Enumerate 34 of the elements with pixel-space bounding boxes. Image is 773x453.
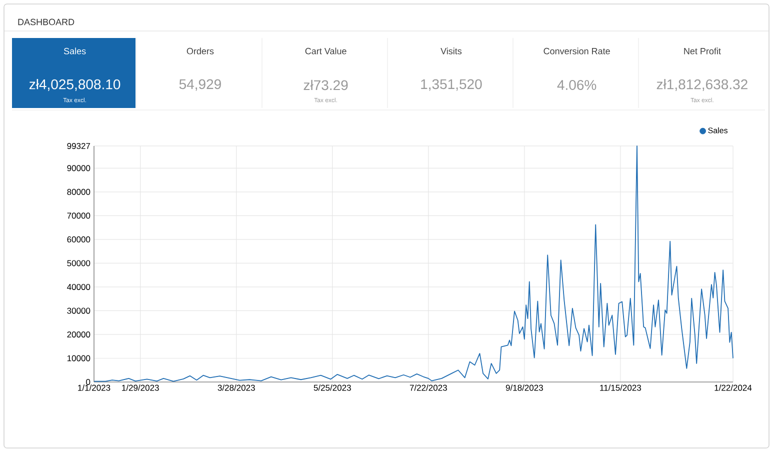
x-tick-label: 1/22/2024 (714, 384, 752, 391)
text: 4.06% (557, 80, 596, 90)
category-label: Visits (440, 48, 462, 54)
y-tick-label: 0 (86, 378, 90, 386)
y-tick-label: 30000 (67, 308, 90, 314)
x-tick-label: 5/25/2023 (314, 384, 351, 391)
text: 54,929 (179, 79, 221, 91)
text: zł4,025,808.10 (29, 79, 120, 91)
y-tick-label: 60000 (67, 236, 90, 242)
y-tick-label: 20000 (67, 331, 90, 338)
text: zł1,812,638.32 (656, 79, 748, 91)
text: zł73.29 (304, 80, 348, 90)
x-tick-label: 3/28/2023 (218, 384, 255, 391)
y-tick-label: 50000 (67, 260, 90, 266)
y-tick-label: 99327 (67, 142, 90, 149)
line-series (94, 146, 734, 382)
category-label: Net Profit (684, 48, 721, 54)
x-tick-label: 1/1/2023 (78, 384, 110, 391)
y-tick-label: 10000 (67, 355, 90, 362)
category-label: Conversion Rate (544, 48, 610, 54)
category-label: Cart Value (305, 48, 346, 54)
x-tick-label: 1/29/2023 (122, 384, 159, 391)
x-tick-label: 7/22/2023 (410, 384, 447, 391)
category-label: Orders (186, 48, 214, 54)
text: DASHBOARD (18, 18, 74, 26)
y-tick-label: 80000 (67, 188, 90, 195)
x-tick-label: 11/15/2023 (600, 384, 642, 391)
y-tick-label: 90000 (67, 165, 90, 172)
text: 1,351,520 (421, 79, 482, 91)
legend-label: Sales (708, 127, 728, 134)
y-tick-label: 40000 (67, 284, 90, 290)
y-tick-label: 70000 (67, 212, 90, 219)
category-label: Sales (64, 48, 86, 54)
x-tick-label: 9/18/2023 (506, 384, 543, 391)
